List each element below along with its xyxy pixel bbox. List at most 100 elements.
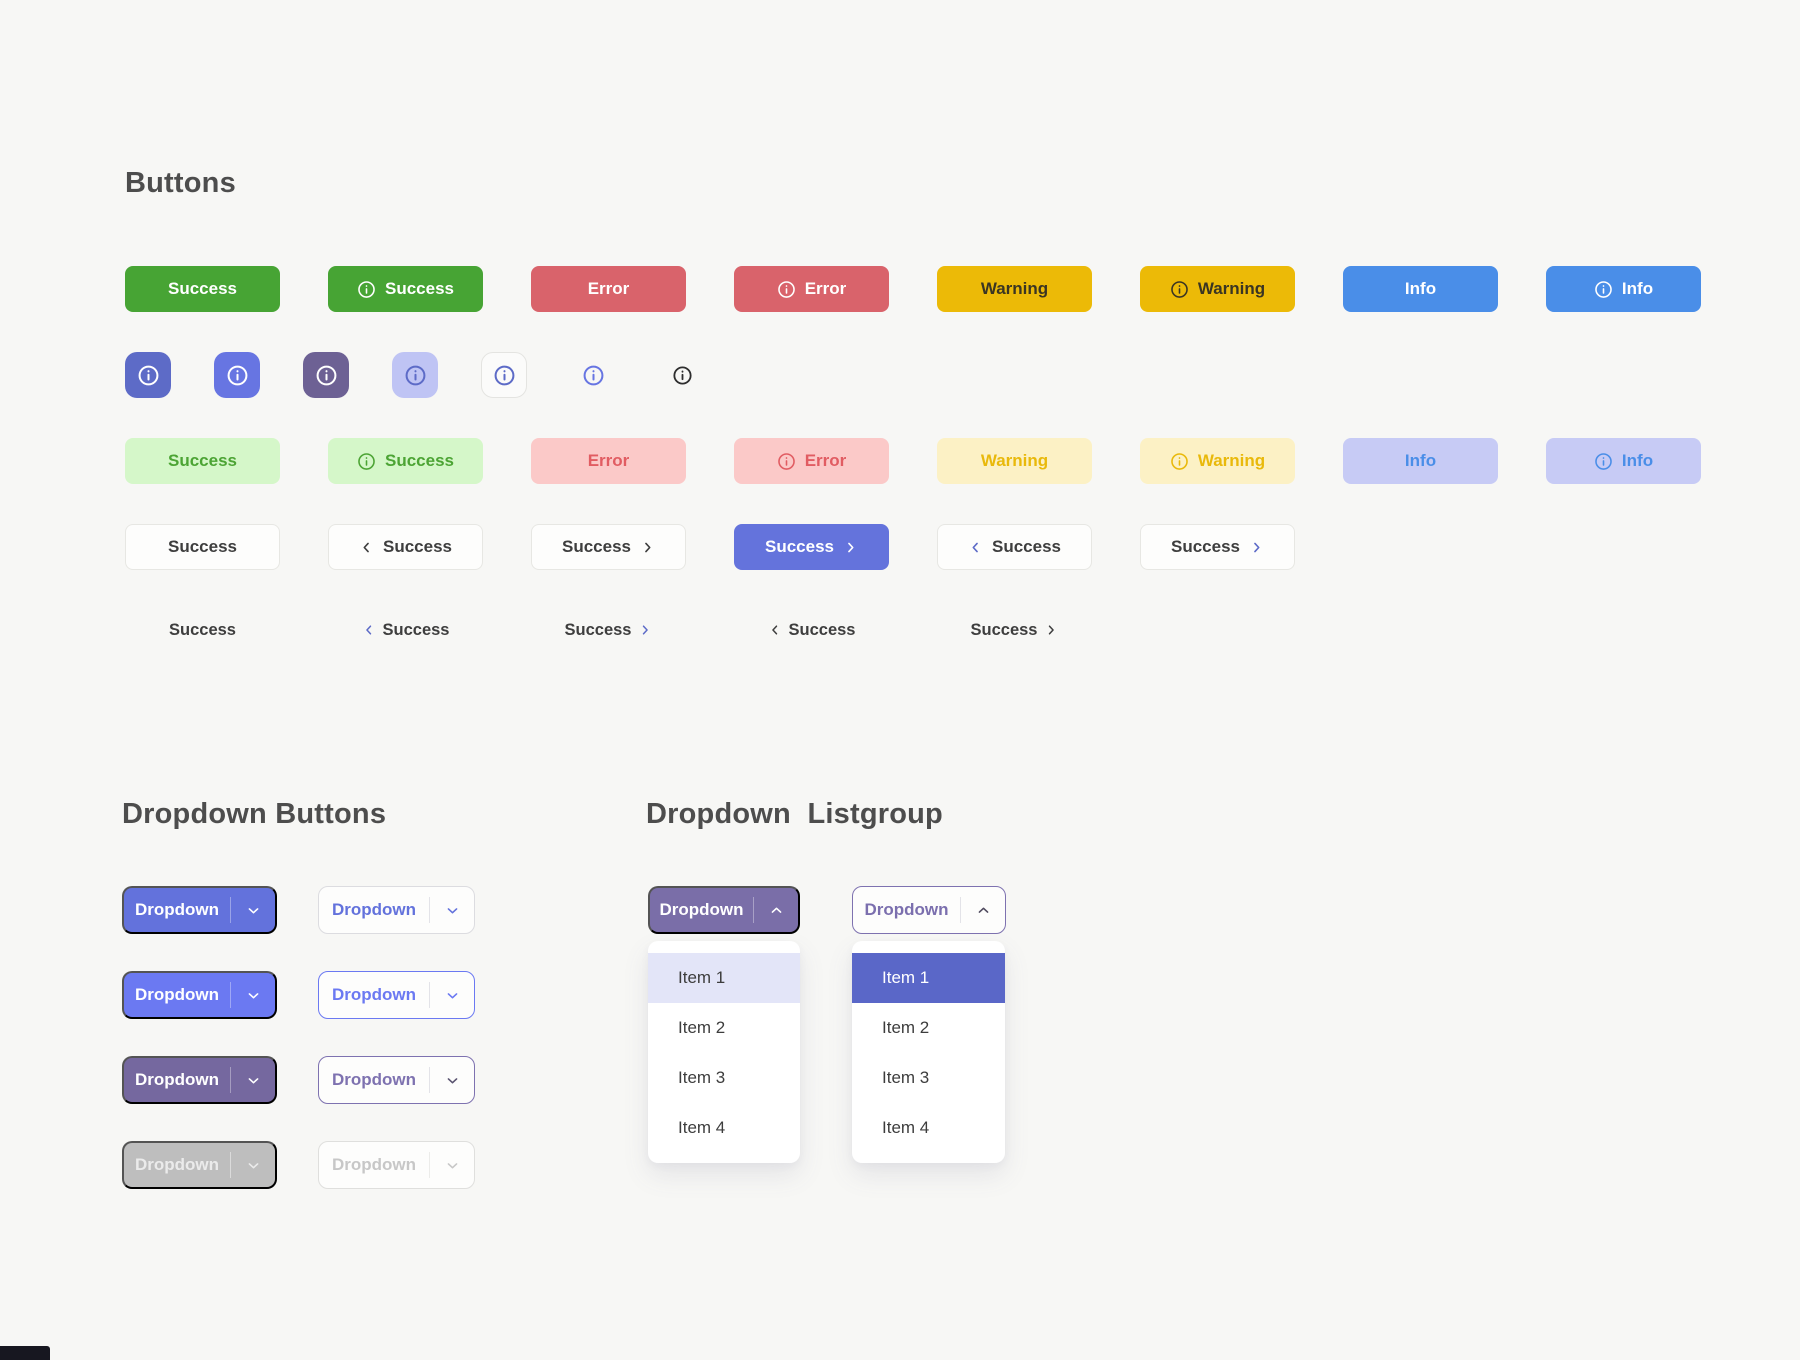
divider xyxy=(753,897,754,923)
button-label: Warning xyxy=(980,279,1049,298)
info-icon-button-muted[interactable] xyxy=(303,352,349,398)
info-button[interactable]: Info xyxy=(1343,266,1498,312)
chevron-left-icon xyxy=(768,623,782,637)
info-icon-button-ghost[interactable] xyxy=(570,352,616,398)
button-label: Success xyxy=(383,537,452,556)
button-label: Success xyxy=(1171,537,1240,556)
success-soft-button[interactable]: Success xyxy=(125,438,280,484)
chevron-down-icon[interactable] xyxy=(231,1073,275,1088)
divider xyxy=(429,1152,430,1178)
menu-item-label: Item 4 xyxy=(678,1118,726,1137)
warning-icon-button[interactable]: Warning xyxy=(1140,266,1295,312)
icon-buttons-row xyxy=(125,352,705,398)
info-icon xyxy=(582,364,605,387)
chevron-up-icon[interactable] xyxy=(961,903,1005,918)
divider xyxy=(429,982,430,1008)
info-icon-button[interactable]: Info xyxy=(1546,266,1701,312)
dropdown-button-bright-solid[interactable]: Dropdown xyxy=(122,971,277,1019)
success-primary-next-button[interactable]: Success xyxy=(734,524,889,570)
dropdown-button-muted-outline[interactable]: Dropdown xyxy=(318,1056,475,1104)
warning-soft-icon-button[interactable]: Warning xyxy=(1140,438,1295,484)
info-icon xyxy=(226,364,249,387)
success-soft-icon-button[interactable]: Success xyxy=(328,438,483,484)
info-icon-button-lavender[interactable] xyxy=(392,352,438,398)
button-label: Success xyxy=(168,279,237,298)
menu-item-active[interactable]: Item 1 xyxy=(852,953,1005,1003)
error-soft-icon-button[interactable]: Error xyxy=(734,438,889,484)
dropdown-buttons-section-title: Dropdown Buttons xyxy=(122,798,387,830)
dropdown-button-primary-solid[interactable]: Dropdown xyxy=(122,886,277,934)
success-outline-button[interactable]: Success xyxy=(125,524,280,570)
info-icon xyxy=(1170,280,1189,299)
menu-item[interactable]: Item 3 xyxy=(648,1053,800,1103)
menu-item-label: Item 4 xyxy=(882,1118,930,1137)
success-back-link[interactable]: Success xyxy=(328,607,483,653)
button-label: Error xyxy=(804,451,847,470)
success-back-accent-button[interactable]: Success xyxy=(937,524,1092,570)
warning-button[interactable]: Warning xyxy=(937,266,1092,312)
info-icon xyxy=(493,364,516,387)
dropdown-label: Dropdown xyxy=(659,900,744,919)
chevron-right-icon xyxy=(1249,540,1264,555)
info-icon xyxy=(1594,452,1613,471)
chevron-down-icon[interactable] xyxy=(231,988,275,1003)
button-label: Warning xyxy=(980,451,1049,470)
dropdown-button-primary-outline[interactable]: Dropdown xyxy=(318,886,475,934)
listgroup-trigger-outline[interactable]: Dropdown xyxy=(852,886,1006,934)
info-icon xyxy=(137,364,160,387)
menu-item-active[interactable]: Item 1 xyxy=(648,953,800,1003)
listgroup-trigger-solid[interactable]: Dropdown xyxy=(648,886,800,934)
button-label: Info xyxy=(1404,451,1437,470)
button-label: Info xyxy=(1621,279,1654,298)
success-next-accent-button[interactable]: Success xyxy=(1140,524,1295,570)
info-icon xyxy=(1594,280,1613,299)
error-soft-button[interactable]: Error xyxy=(531,438,686,484)
chevron-down-icon[interactable] xyxy=(430,1073,474,1088)
success-back-dark-link[interactable]: Success xyxy=(734,607,889,653)
chevron-down-icon[interactable] xyxy=(430,988,474,1003)
success-next-button[interactable]: Success xyxy=(531,524,686,570)
warning-soft-button[interactable]: Warning xyxy=(937,438,1092,484)
button-label: Success xyxy=(992,537,1061,556)
chevron-up-icon[interactable] xyxy=(754,903,798,918)
menu-item[interactable]: Item 2 xyxy=(852,1003,1005,1053)
chevron-right-icon xyxy=(640,540,655,555)
info-soft-button[interactable]: Info xyxy=(1343,438,1498,484)
chevron-right-icon xyxy=(843,540,858,555)
info-icon-button-outline[interactable] xyxy=(481,352,527,398)
error-button[interactable]: Error xyxy=(531,266,686,312)
chevron-down-icon[interactable] xyxy=(430,903,474,918)
info-icon-button-primary-light[interactable] xyxy=(214,352,260,398)
menu-item-label: Item 3 xyxy=(882,1068,930,1087)
dropdown-label: Dropdown xyxy=(134,900,220,919)
button-label: Success xyxy=(385,279,454,298)
listgroup-menu-solid: Item 1 Item 2 Item 3 Item 4 xyxy=(852,941,1005,1163)
listgroup-menu-light: Item 1 Item 2 Item 3 Item 4 xyxy=(648,941,800,1163)
menu-item[interactable]: Item 4 xyxy=(648,1103,800,1153)
dropdown-label: Dropdown xyxy=(864,900,949,919)
success-next-dark-link[interactable]: Success xyxy=(937,607,1092,653)
info-icon-button-primary[interactable] xyxy=(125,352,171,398)
info-icon xyxy=(777,452,796,471)
success-button[interactable]: Success xyxy=(125,266,280,312)
dropdown-label: Dropdown xyxy=(331,1155,417,1174)
dropdown-label: Dropdown xyxy=(331,1070,417,1089)
divider xyxy=(230,1067,231,1093)
info-soft-icon-button[interactable]: Info xyxy=(1546,438,1701,484)
button-label: Info xyxy=(1621,451,1654,470)
success-link[interactable]: Success xyxy=(125,607,280,653)
dropdown-button-bright-outline[interactable]: Dropdown xyxy=(318,971,475,1019)
success-back-button[interactable]: Success xyxy=(328,524,483,570)
menu-item-label: Item 2 xyxy=(678,1018,726,1037)
dropdown-button-muted-solid[interactable]: Dropdown xyxy=(122,1056,277,1104)
error-icon-button[interactable]: Error xyxy=(734,266,889,312)
success-next-link[interactable]: Success xyxy=(531,607,686,653)
menu-item[interactable]: Item 2 xyxy=(648,1003,800,1053)
menu-item[interactable]: Item 4 xyxy=(852,1103,1005,1153)
menu-item[interactable]: Item 3 xyxy=(852,1053,1005,1103)
success-icon-button[interactable]: Success xyxy=(328,266,483,312)
chevron-down-icon[interactable] xyxy=(231,903,275,918)
dropdown-label: Dropdown xyxy=(134,985,220,1004)
info-icon-button-ghost-dark[interactable] xyxy=(659,352,705,398)
link-label: Success xyxy=(382,620,450,639)
